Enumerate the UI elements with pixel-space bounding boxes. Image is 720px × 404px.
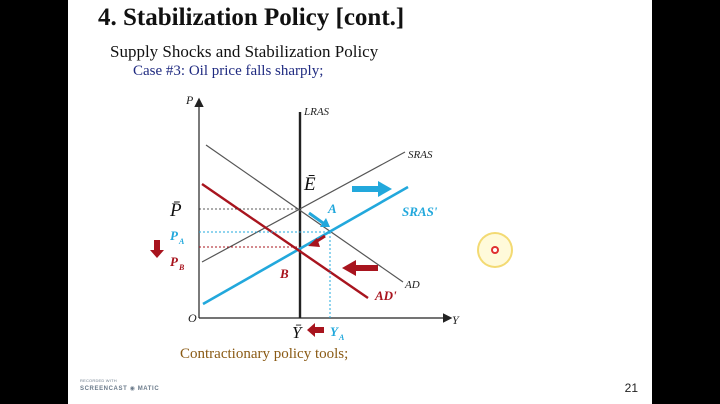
- y-bar-label: Ȳ: [292, 323, 303, 342]
- lras-label: LRAS: [303, 106, 330, 118]
- slide-subtitle: Supply Shocks and Stabilization Policy: [110, 42, 379, 61]
- ya-label-main: Y: [330, 324, 339, 339]
- point-e-label: Ē: [303, 174, 316, 195]
- ad-prime-line: [201, 183, 369, 299]
- page-number: 21: [624, 381, 638, 395]
- ad-prime-label: AD': [374, 288, 397, 303]
- slide-title: 4. Stabilization Policy [cont.]: [98, 4, 405, 31]
- to-b-arrow-icon: [308, 234, 326, 247]
- footer-text: Contractionary policy tools;: [180, 346, 349, 362]
- output-left-arrow-icon: [307, 323, 324, 337]
- axis-y-label: P: [185, 93, 194, 107]
- ad-line: [205, 144, 404, 283]
- watermark-line1: RECORDED WITH: [80, 378, 117, 383]
- sras-prime-label: SRAS': [402, 204, 438, 219]
- watermark-line2: SCREENCAST ◉ MATIC: [80, 386, 160, 392]
- ad-label: AD: [404, 279, 420, 291]
- origin-label: O: [188, 311, 197, 325]
- pb-label: P B: [170, 254, 185, 272]
- ya-label: Y A: [330, 324, 345, 342]
- pa-label-sub: A: [178, 237, 185, 246]
- sras-shift-arrow-icon: [352, 181, 392, 197]
- point-a-label: A: [327, 201, 337, 216]
- pa-label: P A: [170, 228, 185, 246]
- ya-label-sub: A: [338, 333, 345, 342]
- ad-as-diagram: P Y O LRAS SRAS AD SRAS' AD' Ē A B P̄ P …: [150, 93, 460, 342]
- sras-line: [201, 151, 406, 263]
- e-to-a-arrow-icon: [308, 211, 330, 227]
- slide: 4. Stabilization Policy [cont.] Supply S…: [68, 0, 652, 404]
- price-down-arrow-icon: [150, 240, 164, 258]
- case-text: Case #3: Oil price falls sharply;: [133, 63, 324, 79]
- point-b-label: B: [279, 266, 289, 281]
- sras-prime-line: [202, 185, 409, 306]
- axis-x-label: Y: [452, 313, 460, 327]
- pb-label-sub: B: [178, 263, 185, 272]
- screencast-watermark: RECORDED WITH SCREENCAST ◉ MATIC: [80, 378, 170, 398]
- cursor-highlight: [477, 232, 513, 268]
- cursor-icon: [491, 246, 499, 254]
- pa-label-main: P: [170, 228, 179, 243]
- sras-label: SRAS: [408, 149, 433, 161]
- pb-label-main: P: [170, 254, 179, 269]
- ad-shift-arrow-icon: [342, 260, 378, 276]
- p-bar-label: P̄: [169, 200, 182, 221]
